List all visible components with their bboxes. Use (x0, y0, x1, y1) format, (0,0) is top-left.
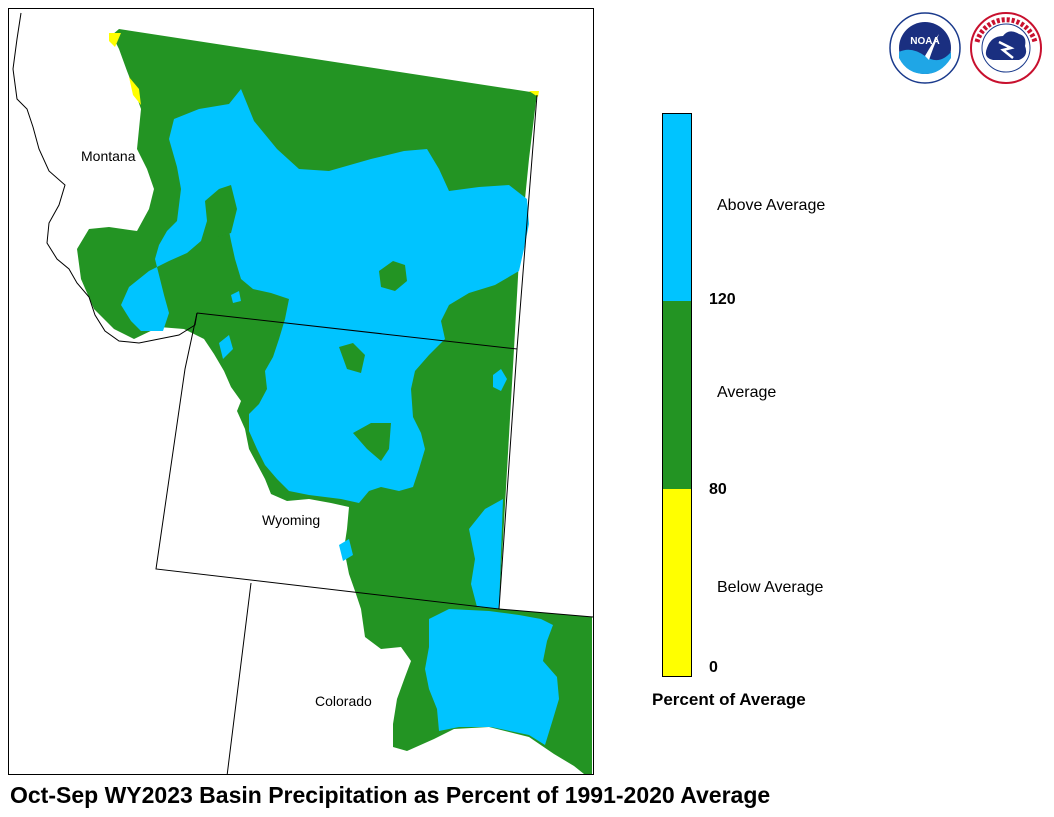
map-frame: Montana Wyoming Colorado (8, 8, 594, 775)
noaa-logo-text: NOAA (910, 36, 939, 47)
basin-region-below (129, 77, 141, 105)
legend-label-average: Average (717, 384, 777, 401)
legend-swatch-above (663, 114, 691, 301)
legend-title: Percent of Average (652, 690, 806, 709)
legend-tick-0: 0 (709, 659, 718, 676)
basin-region-above-island (339, 539, 353, 561)
legend-label-below: Below Average (717, 579, 824, 596)
legend-swatch-below (663, 489, 691, 676)
basin-region-above-island (219, 335, 233, 359)
basin-region-average-island (353, 423, 391, 461)
state-label-wyoming: Wyoming (261, 512, 322, 528)
legend-tick-120: 120 (709, 291, 736, 308)
colorado-border (226, 582, 593, 774)
legend-swatch-average (663, 301, 691, 489)
noaa-logo: NOAA (889, 12, 961, 84)
basin-region-above-colorado (425, 609, 559, 745)
map-title: Oct-Sep WY2023 Basin Precipitation as Pe… (10, 782, 771, 808)
legend-tick-80: 80 (709, 481, 727, 498)
state-label-colorado: Colorado (314, 693, 373, 709)
basin-region-below (109, 33, 121, 47)
nws-logo (970, 12, 1042, 84)
basin-region-above-island (493, 369, 507, 391)
legend-color-bar (662, 113, 692, 677)
basin-region-above-island (231, 291, 241, 303)
basin-region-above-se-wyoming (469, 499, 503, 609)
basin-region-average-island (205, 185, 237, 237)
basin-precipitation-map (12, 12, 593, 774)
state-label-montana: Montana (80, 148, 137, 164)
basin-region-average-island (379, 261, 407, 291)
legend-label-above: Above Average (717, 197, 826, 214)
basin-region-average-island (339, 343, 365, 373)
wyoming-border (155, 312, 518, 610)
